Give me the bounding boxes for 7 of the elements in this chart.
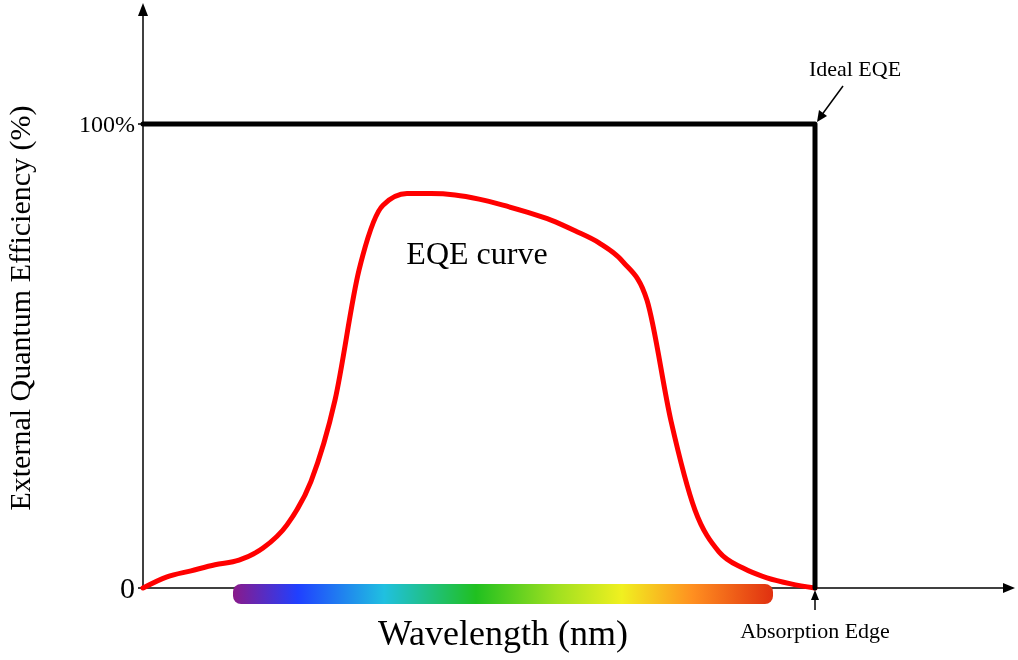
y-tick-label: 100%	[79, 110, 135, 137]
x-axis-title: Wavelength (nm)	[377, 613, 629, 653]
y-tick-label: 0	[120, 570, 135, 604]
series-label: Ideal EQE	[808, 56, 902, 81]
y-axis-title: External Quantum Efficiency (%)	[3, 105, 37, 511]
series-label: EQE curve	[406, 234, 548, 271]
text: Absorption Edge	[740, 618, 890, 643]
